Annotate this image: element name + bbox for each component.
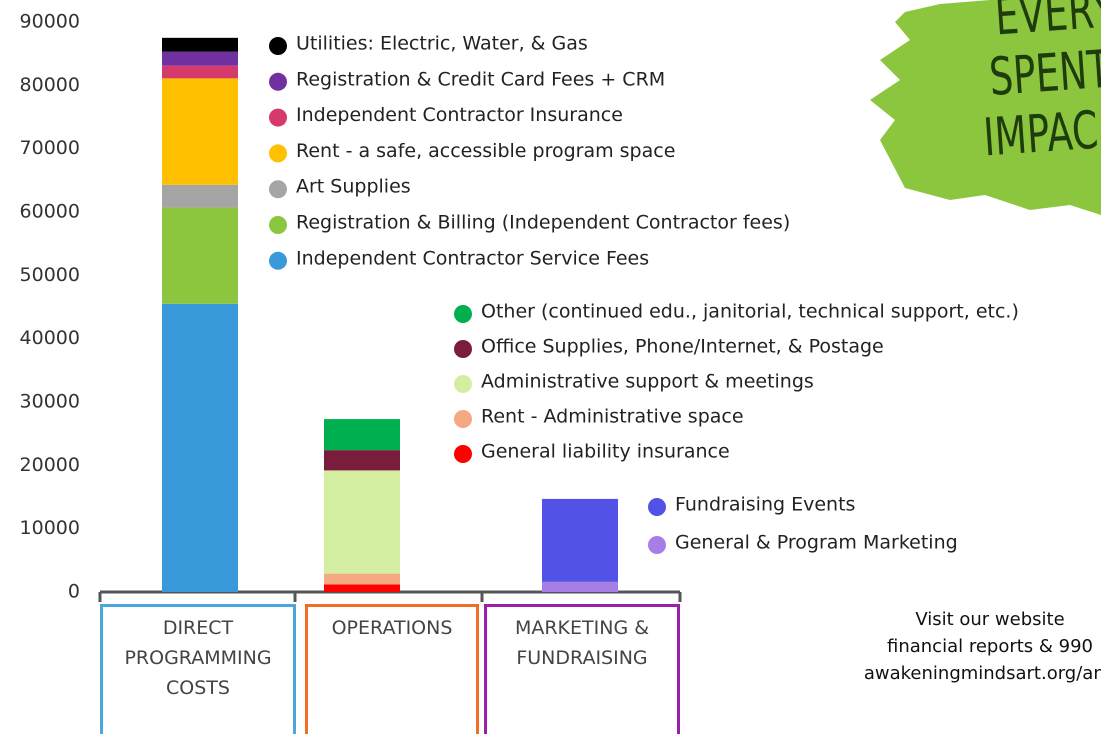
legend-marker xyxy=(454,445,472,463)
y-tick-label: 60000 xyxy=(20,201,80,223)
category-box: MARKETING & FUNDRAISING xyxy=(484,604,680,734)
x-tick-label: DIRECT PROGRAMMING COSTS xyxy=(123,607,273,734)
legend-label: Independent Contractor Insurance xyxy=(296,104,623,126)
footer-line: Visit our website xyxy=(780,606,1101,633)
legend-marker xyxy=(454,410,472,428)
category-box: DIRECT PROGRAMMING COSTS xyxy=(100,604,296,734)
y-tick-label: 70000 xyxy=(20,137,80,159)
y-tick-label: 80000 xyxy=(20,74,80,96)
legend-label: Independent Contractor Service Fees xyxy=(296,247,649,269)
legend-marker xyxy=(648,536,666,554)
footer-line: awakeningmindsart.org/ann xyxy=(780,660,1101,687)
legend-label: Office Supplies, Phone/Internet, & Posta… xyxy=(481,336,884,358)
legend-label: Administrative support & meetings xyxy=(481,371,814,393)
y-tick-label: 20000 xyxy=(20,454,80,476)
bar-segment xyxy=(162,208,238,304)
x-tick-label: MARKETING & FUNDRAISING xyxy=(507,607,657,734)
y-tick-label: 0 xyxy=(68,581,80,603)
bar-segment xyxy=(324,574,400,585)
legend-marker xyxy=(648,498,666,516)
bar-segment xyxy=(162,78,238,184)
category-box: OPERATIONS xyxy=(305,604,479,734)
y-tick-label: 30000 xyxy=(20,391,80,413)
legend-label: Utilities: Electric, Water, & Gas xyxy=(296,33,588,55)
legend-label: Fundraising Events xyxy=(675,494,855,516)
bar-segment xyxy=(324,450,400,470)
legend-label: Registration & Credit Card Fees + CRM xyxy=(296,68,665,90)
legend-marker xyxy=(269,37,287,55)
y-tick-label: 90000 xyxy=(20,11,80,33)
bar-segment xyxy=(542,582,618,592)
bar-segment xyxy=(162,304,238,592)
bar-segment xyxy=(324,470,400,573)
legend-marker xyxy=(269,216,287,234)
bar-segment xyxy=(162,66,238,79)
legend-marker xyxy=(454,305,472,323)
legend-marker xyxy=(269,144,287,162)
bar-segment xyxy=(162,52,238,66)
footer-line: financial reports & 990 xyxy=(780,633,1101,660)
bar-segment xyxy=(162,38,238,52)
legend-label: Rent - Administrative space xyxy=(481,406,744,428)
legend-label: General liability insurance xyxy=(481,441,730,463)
legend-marker xyxy=(269,109,287,127)
legend-marker xyxy=(269,73,287,91)
legend-label: Registration & Billing (Independent Cont… xyxy=(296,212,790,234)
badge-line: SPENT xyxy=(987,38,1101,107)
y-tick-label: 10000 xyxy=(20,517,80,539)
legend-marker xyxy=(454,375,472,393)
badge-line: IMPAC xyxy=(981,99,1100,168)
y-tick-label: 50000 xyxy=(20,264,80,286)
legend-marker xyxy=(454,340,472,358)
y-tick-label: 40000 xyxy=(20,327,80,349)
legend-marker xyxy=(269,252,287,270)
legend-label: Other (continued edu., janitorial, techn… xyxy=(481,301,1019,323)
x-tick-label: OPERATIONS xyxy=(317,607,467,734)
bar-segment xyxy=(162,185,238,208)
bar-segment xyxy=(324,419,400,450)
bar-segment xyxy=(324,584,400,592)
legend-marker xyxy=(269,180,287,198)
legend-label: General & Program Marketing xyxy=(675,532,958,554)
legend-label: Rent - a safe, accessible program space xyxy=(296,140,675,162)
bar-segment xyxy=(542,499,618,582)
legend-label: Art Supplies xyxy=(296,176,411,198)
